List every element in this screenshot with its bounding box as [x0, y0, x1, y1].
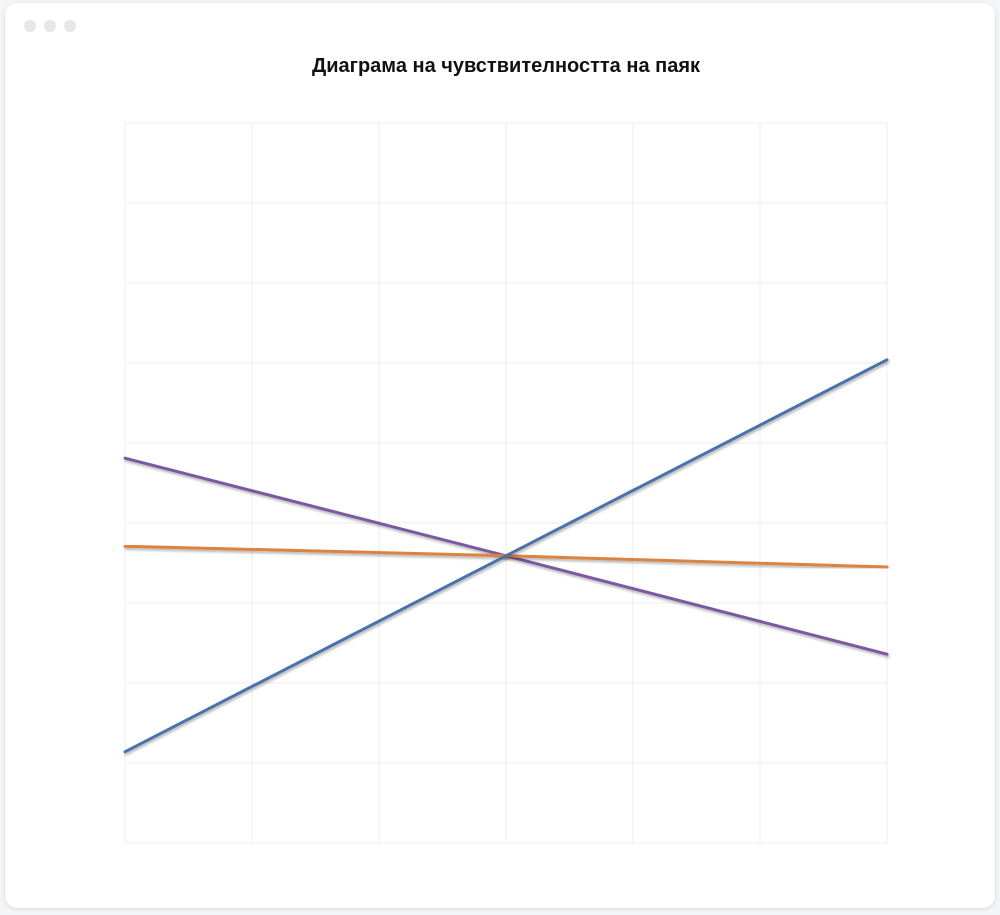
chart-title: Диаграма на чувствителността на паяк — [312, 55, 701, 77]
window-dot — [44, 20, 56, 32]
series-line — [123, 358, 889, 754]
window-dot — [64, 20, 76, 32]
card — [5, 3, 995, 908]
window-dot — [24, 20, 36, 32]
